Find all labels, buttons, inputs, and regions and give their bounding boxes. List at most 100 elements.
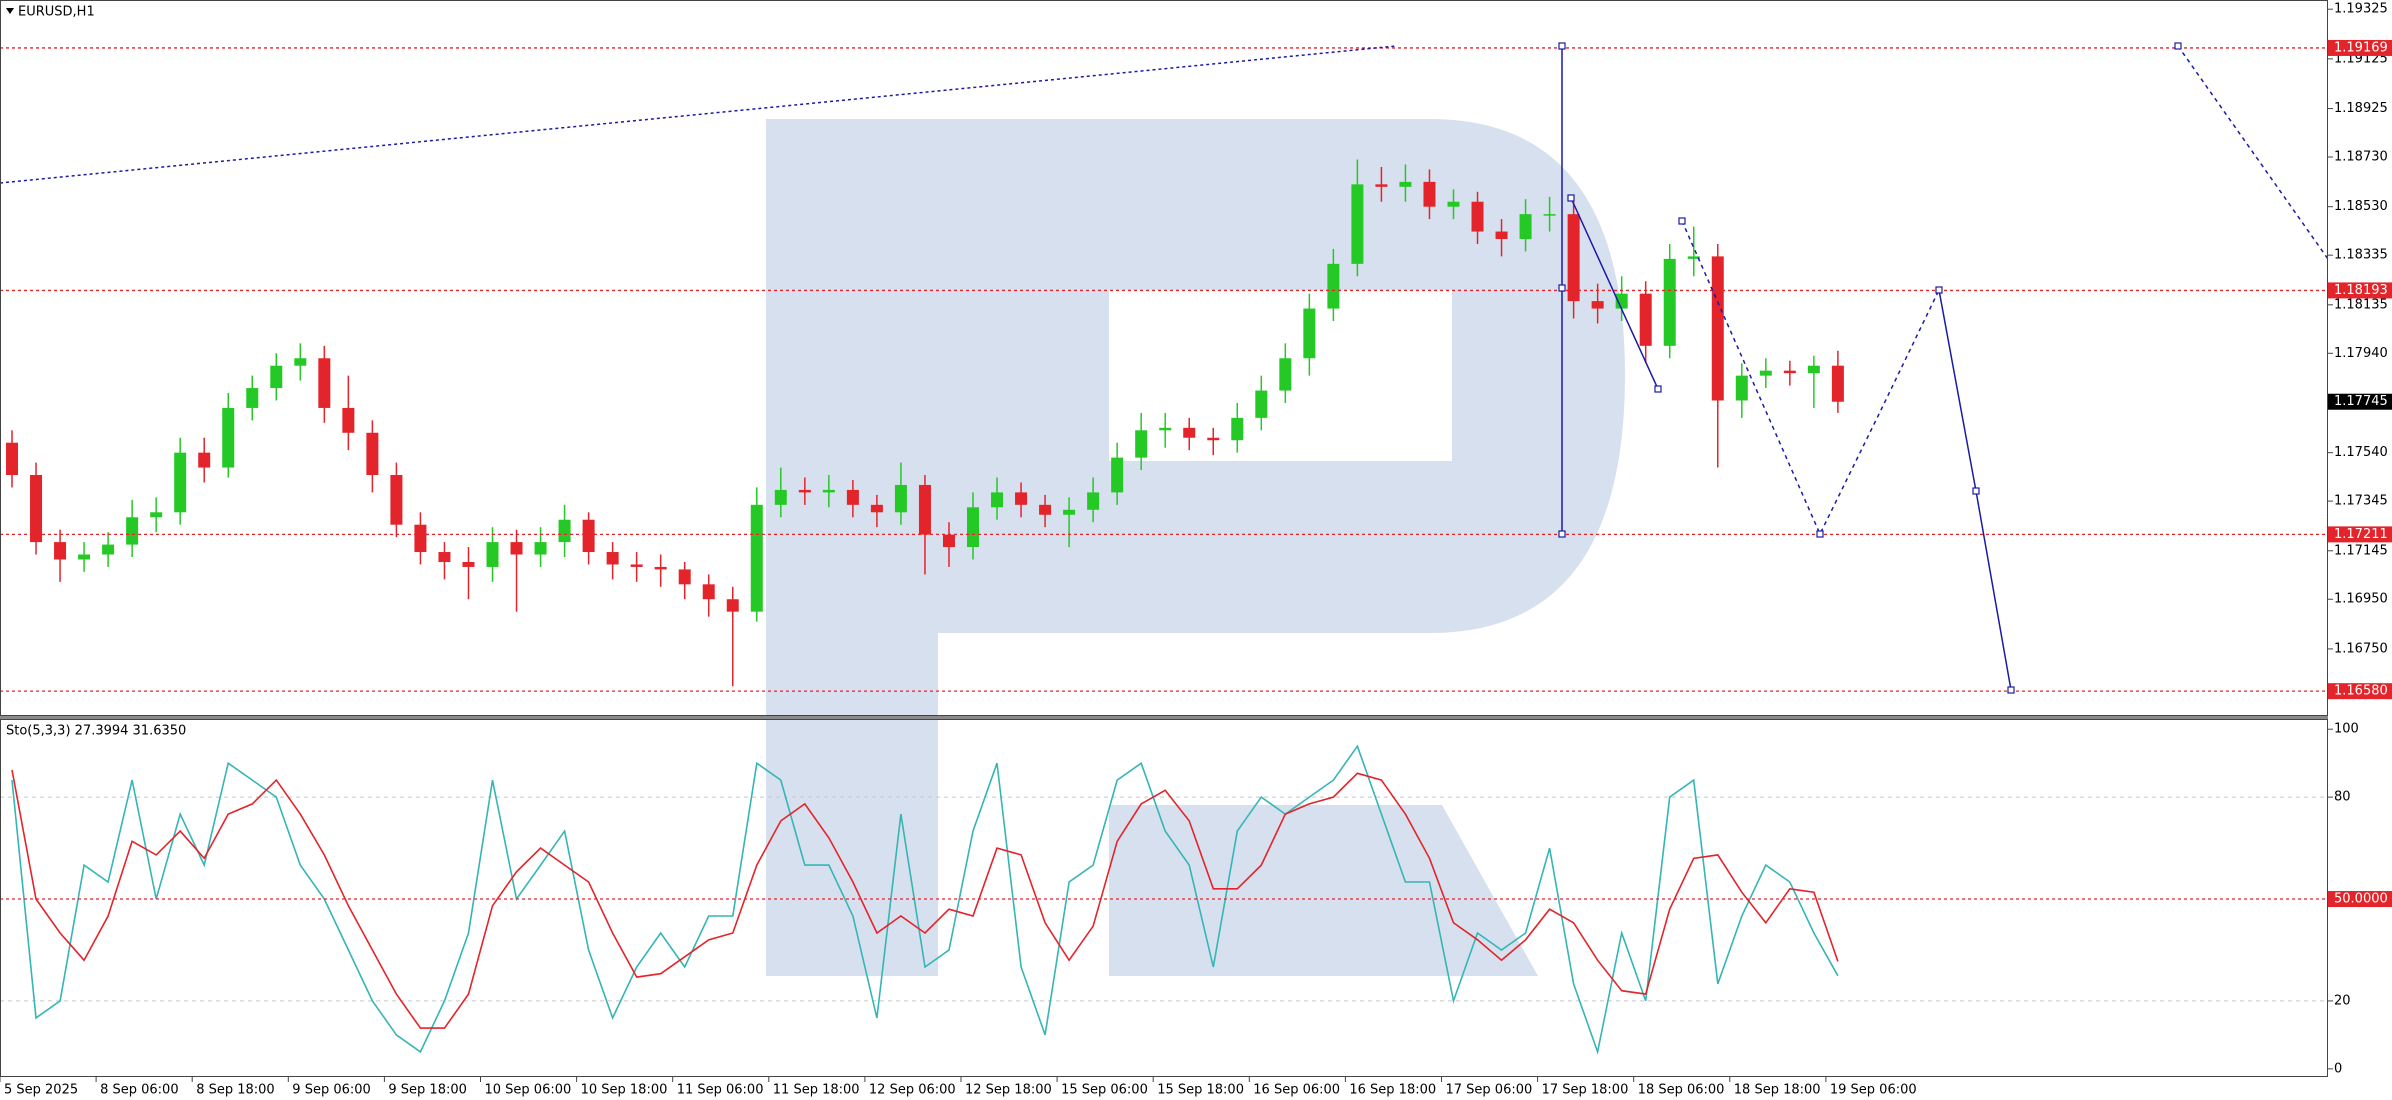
current-price-box [2328, 393, 2392, 410]
level-label: 1.19169 [2334, 40, 2388, 55]
y-tick-label: 1.17345 [2334, 494, 2388, 509]
panel-separator [0, 716, 2328, 719]
candle-body [1831, 365, 1844, 402]
anchor-point [1678, 217, 1686, 225]
level-label: 1.17211 [2334, 527, 2388, 542]
candle-body [78, 554, 91, 560]
x-tick-label: 11 Sep 06:00 [677, 1083, 764, 1098]
candle-body [438, 552, 451, 562]
candle-body [1783, 370, 1796, 374]
candle-body [1495, 231, 1508, 239]
level-label-box [2328, 683, 2392, 700]
candle-body [798, 489, 811, 493]
candle-body [1687, 256, 1700, 259]
candle-body [1159, 427, 1172, 431]
candle-body [1591, 301, 1604, 309]
wave-line [1570, 197, 1659, 390]
candle-body [318, 358, 331, 408]
y-tick-label: 1.19325 [2334, 2, 2388, 17]
x-tick-label: 9 Sep 06:00 [292, 1083, 371, 1098]
candle-body [1039, 504, 1052, 515]
candle-body [1111, 457, 1124, 493]
candle-body [1207, 437, 1220, 441]
candle-body [1351, 184, 1364, 264]
anchor-point [1972, 487, 1980, 495]
candle-body [822, 489, 835, 493]
candle-body [726, 599, 739, 612]
analysis-drawings [0, 42, 2329, 694]
x-tick-label: 10 Sep 18:00 [581, 1083, 668, 1098]
candle-body [1519, 214, 1532, 239]
candle-body [246, 388, 259, 408]
candle-body [510, 542, 523, 555]
plot-area [0, 47, 2328, 1055]
watermark [766, 119, 1625, 976]
anchor-point [2174, 42, 2182, 50]
y-tick-label: 1.17145 [2334, 543, 2388, 558]
y-tick-label: 1.18135 [2334, 297, 2388, 312]
level-label: 1.16580 [2334, 684, 2388, 699]
candle-body [366, 432, 379, 476]
x-tick-label: 10 Sep 06:00 [484, 1083, 571, 1098]
candle-body [1303, 308, 1316, 359]
candle-body [270, 365, 283, 389]
anchor-point [1558, 42, 1566, 50]
candle-body [1015, 492, 1028, 505]
candle-body [1639, 293, 1652, 346]
anchor-point [1558, 284, 1566, 292]
watermark-shape [1109, 805, 1538, 976]
level-label-box [2328, 282, 2392, 299]
x-tick-label: 9 Sep 18:00 [388, 1083, 467, 1098]
x-tick-label: 15 Sep 06:00 [1061, 1083, 1148, 1098]
candle-body [414, 524, 427, 553]
candle-body [1543, 214, 1556, 216]
x-tick-label: 12 Sep 06:00 [869, 1083, 956, 1098]
x-tick-label: 18 Sep 06:00 [1638, 1083, 1725, 1098]
candle-body [1255, 390, 1268, 418]
anchor-points [1558, 42, 2182, 694]
anchor-point [1558, 530, 1566, 538]
candle-body [846, 489, 859, 505]
candle-body [486, 542, 499, 567]
candle-body [606, 552, 619, 565]
candle-body [894, 484, 907, 513]
candle-body [6, 442, 19, 476]
x-tick-label: 17 Sep 06:00 [1445, 1083, 1532, 1098]
x-tick-label: 11 Sep 18:00 [773, 1083, 860, 1098]
candle-body [222, 407, 235, 468]
anchor-point [1935, 286, 1943, 294]
y-tick-label: 1.17540 [2334, 445, 2388, 460]
candle-body [702, 584, 715, 600]
candle-body [1135, 430, 1148, 458]
candle-body [1663, 258, 1676, 346]
candle-body [678, 569, 691, 585]
candle-body [1423, 181, 1436, 207]
anchor-point [1567, 194, 1575, 202]
x-tick-label: 8 Sep 06:00 [100, 1083, 179, 1098]
x-tick-label: 5 Sep 2025 [4, 1083, 78, 1098]
forecast-line [2177, 45, 2329, 260]
anchor-point [2007, 686, 2015, 694]
level-label: 1.18193 [2334, 283, 2388, 298]
candle-body [558, 519, 571, 543]
candle-body [1087, 492, 1100, 510]
candle-body [991, 492, 1004, 508]
candle-body [870, 504, 883, 513]
candle-body [630, 564, 643, 567]
y-tick-label: 80 [2334, 790, 2351, 805]
y-tick-label: 100 [2334, 722, 2359, 737]
current-price-label: 1.17745 [2334, 394, 2388, 409]
candle-body [1375, 184, 1388, 187]
candle-body [582, 519, 595, 553]
indicator-line [11, 744, 1839, 1055]
candle-body [750, 504, 763, 612]
anchor-point [1816, 530, 1824, 538]
forecast-line [1681, 220, 1940, 536]
candle-body [1183, 427, 1196, 438]
candle-body [1711, 256, 1724, 401]
level-label-box [2328, 39, 2392, 56]
x-tick-label: 8 Sep 18:00 [196, 1083, 275, 1098]
x-tick-label: 18 Sep 18:00 [1734, 1083, 1821, 1098]
symbol-menu-icon[interactable] [6, 8, 14, 14]
x-tick-label: 16 Sep 18:00 [1349, 1083, 1436, 1098]
